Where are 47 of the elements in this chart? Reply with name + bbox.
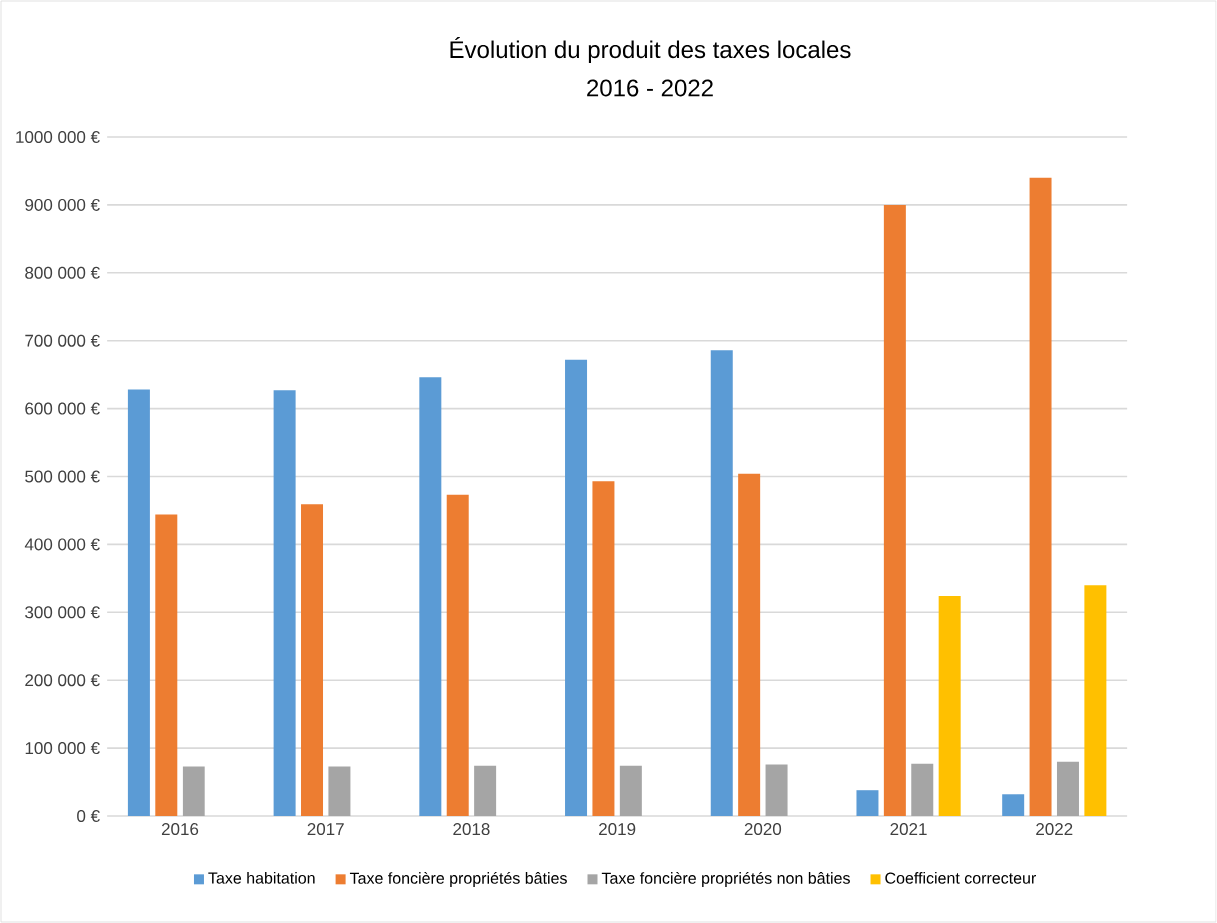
bar — [856, 790, 879, 816]
x-tick-label: 2019 — [599, 823, 636, 836]
y-tick-label: 0 € — [77, 810, 100, 823]
bar — [328, 766, 351, 816]
bar — [592, 481, 615, 816]
bar — [738, 473, 761, 816]
bar — [127, 389, 150, 816]
y-tick-label: 700 000 € — [25, 334, 100, 347]
y-tick-label: 500 000 € — [25, 470, 100, 483]
bar — [446, 494, 469, 816]
chart-title: Évolution du produit des taxes locales — [450, 37, 851, 63]
y-tick-label: 1000 000 € — [16, 131, 100, 144]
bar — [883, 204, 906, 816]
x-tick-label: 2020 — [744, 823, 782, 836]
x-tick-label: 2018 — [453, 823, 490, 836]
bar — [474, 765, 497, 816]
bar — [938, 596, 961, 816]
y-tick-label: 600 000 € — [25, 402, 100, 415]
y-tick-label: 300 000 € — [25, 606, 100, 619]
y-tick-label: 200 000 € — [25, 674, 100, 687]
bar — [911, 763, 934, 816]
bar — [155, 514, 178, 816]
chart-subtitle: 2016 - 2022 — [587, 79, 713, 97]
bar — [1056, 761, 1079, 816]
bar — [273, 390, 296, 816]
bar — [619, 765, 642, 816]
legend-label: Taxe foncière propriétés bâties — [349, 871, 567, 888]
bar — [710, 350, 733, 816]
legend-label: Coefficient correcteur — [885, 872, 1036, 884]
bar — [565, 359, 588, 816]
y-tick-label: 100 000 € — [25, 742, 100, 755]
bar — [419, 377, 442, 816]
x-tick-label: 2016 — [161, 823, 199, 836]
bar — [1002, 794, 1025, 816]
bar — [1029, 177, 1052, 816]
y-tick-label: 900 000 € — [25, 198, 100, 211]
y-tick-label: 800 000 € — [25, 266, 100, 279]
x-tick-label: 2022 — [1036, 823, 1073, 836]
bar — [1084, 585, 1107, 816]
legend-label: Taxe habitation — [208, 872, 315, 884]
bar — [182, 766, 205, 816]
bar — [301, 504, 324, 816]
y-tick-label: 400 000 € — [24, 538, 100, 551]
bar — [765, 764, 788, 816]
x-tick-label: 2017 — [307, 823, 344, 836]
x-tick-label: 2021 — [890, 823, 927, 836]
legend-label: Taxe foncière propriétés non bâties — [601, 871, 850, 888]
